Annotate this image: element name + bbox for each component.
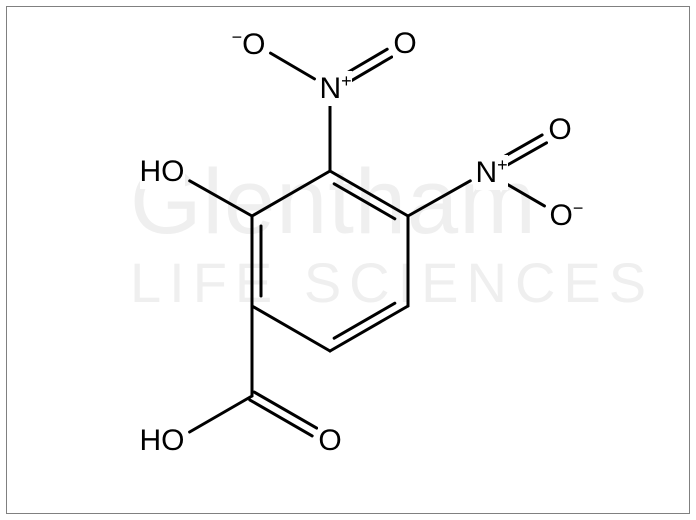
atom-label-O9: −O xyxy=(232,27,266,62)
atom-label-O15: O xyxy=(318,424,341,458)
atom-label-N7: N+ xyxy=(320,71,352,106)
atom-label-O11: O xyxy=(548,113,571,147)
atom-label-O8: O xyxy=(393,27,416,61)
atom-label-O16: HO xyxy=(140,424,185,458)
atom-label-N10: N+ xyxy=(476,155,508,190)
atom-label-O13: HO xyxy=(140,155,185,189)
atom-label-O12: O− xyxy=(550,198,584,233)
